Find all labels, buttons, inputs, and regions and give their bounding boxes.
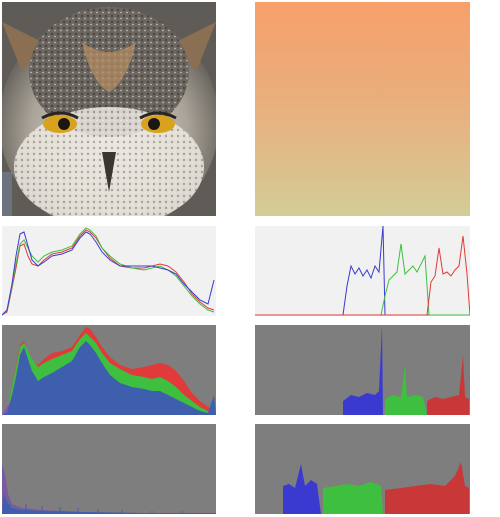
owl-stack-blue-area	[2, 341, 216, 415]
owl-histogram-lines	[2, 226, 216, 316]
grad-flat-blue-area	[283, 464, 321, 514]
grad-hist-blue-line	[255, 226, 470, 316]
owl-photo	[2, 2, 216, 216]
owl-hist-red-line	[2, 229, 215, 316]
ear-tuft-left-icon	[2, 22, 42, 72]
grad-stack-green-area	[385, 365, 427, 415]
grad-stack-blue-area	[343, 325, 383, 415]
grad-stack-red-area	[427, 355, 469, 415]
grad-flat-red-area	[385, 462, 469, 514]
owl-illustration	[2, 2, 216, 216]
owl-histogram-flat	[2, 424, 216, 514]
owl-flat-spikes	[25, 504, 183, 514]
beak-icon	[102, 152, 116, 192]
gradient-histogram-stacked	[255, 325, 470, 415]
grad-hist-green-line	[255, 243, 470, 316]
grad-flat-green-area	[323, 482, 383, 514]
owl-hist-green-line	[2, 227, 215, 316]
grad-hist-red-line	[255, 235, 470, 316]
ear-tuft-right-icon	[176, 22, 216, 72]
owl-hist-blue-line	[2, 231, 215, 316]
owl-flat-blue-area	[2, 494, 216, 514]
owl-histogram-stacked	[2, 325, 216, 415]
owl-flat-purple-area	[2, 464, 216, 514]
gradient-swatch	[255, 2, 470, 216]
gradient-histogram-lines	[255, 226, 470, 316]
gradient-histogram-flat	[255, 424, 470, 514]
